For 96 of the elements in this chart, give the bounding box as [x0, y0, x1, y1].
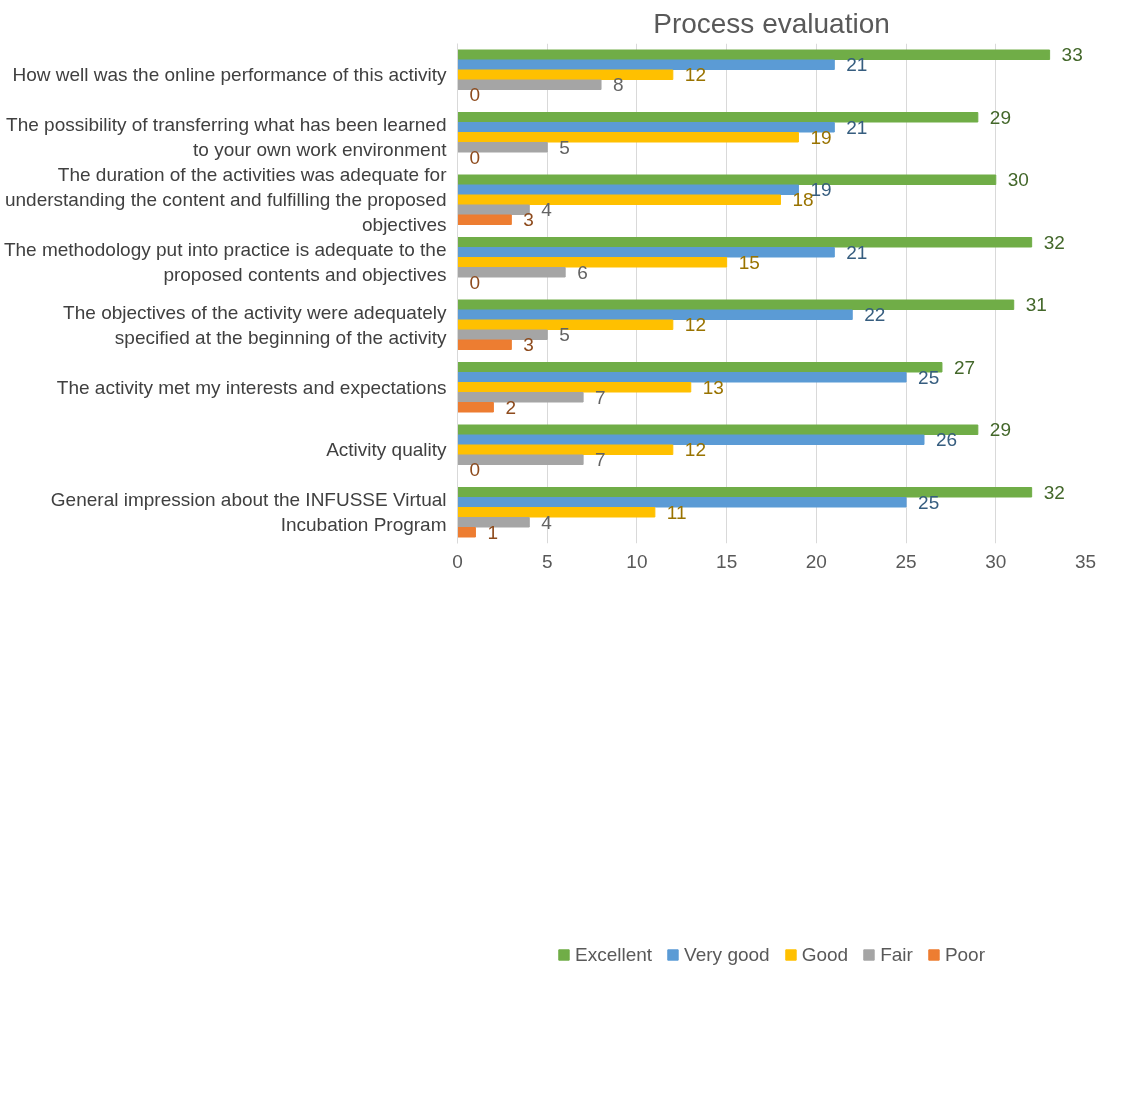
y-tick-label: The duration of the activities was adequate for understanding the content and fulfilling the proposed objectives	[4, 164, 448, 236]
bar	[457, 309, 853, 320]
data-label: 7	[595, 449, 606, 471]
data-label: 31	[1025, 294, 1047, 316]
data-label: 0	[469, 84, 481, 106]
data-label: 0	[469, 271, 481, 293]
data-label: 0	[469, 459, 481, 481]
data-label: 7	[595, 386, 606, 408]
x-tick-label: 10	[626, 550, 648, 572]
bar	[457, 194, 781, 205]
data-label: 19	[810, 126, 832, 148]
y-tick-label: The possibility of transferring what has been learned to your own work environment	[6, 114, 448, 161]
data-label: 27	[953, 356, 976, 378]
bar	[457, 214, 512, 225]
data-label: 5	[559, 136, 570, 158]
data-label: 25	[918, 491, 940, 513]
bar	[457, 454, 584, 465]
data-label: 30	[1007, 169, 1029, 191]
bar	[457, 382, 692, 393]
bar	[457, 79, 602, 90]
y-tick-label: General impression about the INFUSSE Virtual Incubation Program	[50, 489, 447, 536]
data-label: 26	[936, 429, 958, 451]
data-label: 29	[989, 419, 1011, 441]
bar	[457, 487, 1033, 498]
y-tick-label: The activity met my interests and expectations	[56, 376, 447, 398]
bar	[457, 237, 1033, 248]
bar	[457, 257, 728, 268]
data-label: 21	[846, 241, 868, 263]
data-label: 8	[613, 74, 624, 96]
bar	[457, 122, 835, 133]
bar	[457, 59, 835, 70]
y-tick-label: The methodology put into practice is adequate to the proposed contents and objectives	[3, 239, 447, 286]
bar	[457, 174, 997, 185]
bar	[457, 339, 512, 350]
data-label: 3	[523, 209, 534, 231]
bar	[457, 372, 907, 383]
data-label: 33	[1061, 44, 1083, 66]
y-tick-label: Activity quality	[326, 439, 447, 461]
data-label: 2	[505, 396, 516, 418]
data-label: 22	[864, 304, 886, 326]
legend-label: Very good	[684, 943, 770, 966]
x-tick-label: 20	[805, 550, 827, 572]
data-label: 21	[846, 54, 868, 76]
data-label: 3	[523, 334, 534, 356]
bar	[457, 69, 674, 80]
data-label: 25	[918, 366, 940, 388]
bar	[457, 392, 584, 403]
bar	[457, 507, 656, 518]
data-label: 32	[1043, 481, 1065, 503]
bar	[457, 142, 548, 153]
bar	[457, 444, 674, 455]
legend-label: Excellent	[574, 943, 653, 966]
bar	[457, 527, 476, 538]
data-label: 13	[702, 376, 724, 398]
bar	[457, 247, 835, 258]
bar	[457, 362, 943, 373]
bar	[457, 434, 925, 445]
x-tick-label: 5	[541, 550, 553, 572]
bar	[457, 424, 979, 435]
x-tick-label: 35	[1074, 550, 1097, 572]
chart-title: Process evaluation	[653, 7, 890, 39]
bar	[457, 299, 1015, 310]
bar	[457, 497, 907, 508]
bar	[457, 49, 1051, 60]
bar	[457, 517, 530, 528]
x-tick-label: 0	[452, 550, 463, 572]
data-label: 32	[1043, 231, 1065, 253]
data-label: 0	[469, 146, 481, 168]
data-label: 15	[738, 251, 760, 273]
bar	[457, 267, 566, 278]
x-tick-label: 30	[985, 550, 1007, 572]
y-tick-label: The objectives of the activity were adequately specified at the beginning of the activity	[63, 301, 447, 348]
bar	[457, 184, 799, 195]
bar	[457, 132, 799, 143]
data-label: 12	[684, 439, 706, 461]
data-label: 5	[559, 324, 570, 346]
y-tick-label: How well was the online performance of this activity	[12, 64, 447, 86]
data-label: 12	[684, 64, 706, 86]
x-tick-label: 15	[716, 550, 738, 572]
data-label: 6	[577, 261, 588, 283]
bar	[457, 319, 674, 330]
legend-label: Good	[801, 943, 849, 966]
data-label: 12	[684, 314, 706, 336]
x-tick-label: 25	[895, 550, 917, 572]
bar	[457, 402, 494, 413]
data-label: 21	[846, 116, 868, 138]
legend-label: Poor	[944, 943, 986, 966]
legend-label: Fair	[880, 943, 913, 966]
data-label: 11	[666, 501, 687, 523]
bar	[457, 112, 979, 123]
data-label: 29	[989, 106, 1011, 128]
bar	[457, 329, 548, 340]
data-label: 4	[541, 199, 553, 221]
bar	[457, 204, 530, 215]
data-label: 4	[541, 511, 553, 533]
data-label: 1	[487, 521, 499, 543]
